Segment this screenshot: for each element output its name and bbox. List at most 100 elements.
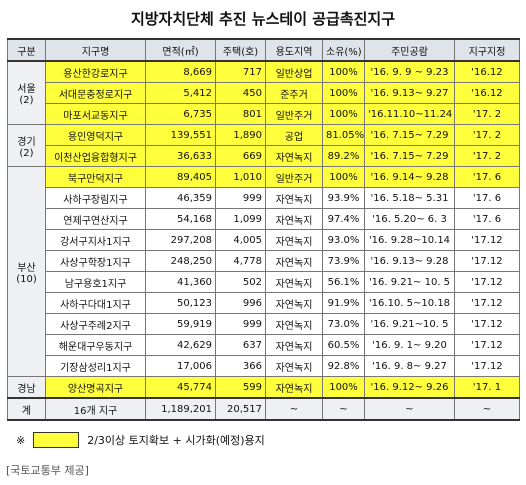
header-cell: 용도지역 [265,38,323,62]
table-cell: '16. 9.13~ 9.27 [364,82,455,104]
total-row: 계 16개 지구 1,189,201 20,517 ~ ~ ~ ~ [7,397,520,421]
table-cell: 사상구학장1지구 [45,250,146,272]
table-cell: 297,208 [145,229,216,251]
table-body: 서울 (2) 용산한강로지구 8,669 717 일반상업 100% '16. 9. 9 ~ … [7,60,520,421]
total-cell: ~ [265,397,323,421]
table-cell: 5,412 [145,82,216,104]
table-cell: 450 [215,82,266,104]
table-cell: 637 [215,334,266,356]
table-cell: '17.12 [454,271,520,293]
table-cell: 1,890 [215,124,266,146]
total-cell: 16개 지구 [45,397,146,421]
total-cell: ~ [322,397,365,421]
group-count: (2) [19,95,34,106]
table-cell: 준주거 [265,82,323,104]
table-row: 남구용호1지구 41,360 502 자연녹지 56.1% '16. 9.21~ 10. … [8,271,520,293]
group-count: (2) [19,147,34,159]
table-cell: 54,168 [145,208,216,230]
table-cell: '16.12 [454,82,520,104]
table-cell: '17.12 [454,334,520,356]
table-cell: '17. 6 [454,187,520,209]
table-row: 연제구연산지구 54,168 1,099 자연녹지 97.4% '16. 5.20~ 6.… [8,208,520,230]
table-cell: 42,629 [145,334,216,356]
table-cell: 669 [215,145,266,167]
table-cell: 717 [215,60,266,83]
table-cell: 일반주거 [265,166,323,188]
table-cell: 자연녹지 [265,334,323,356]
table-cell: 93.9% [322,187,365,209]
table-row: 경기 (2) 용인영덕지구 139,551 1,890 공업 81.05% '16. 7.15… [7,124,520,167]
table-cell: 100% [322,103,365,125]
highlight-swatch [33,432,80,448]
table-cell: 자연녹지 [265,271,323,293]
note-mark: ※ [16,433,26,447]
table-cell: 801 [215,103,266,125]
table-cell: 8,669 [145,60,216,83]
table-cell: 100% [322,166,365,188]
table-cell: 양산명곡지구 [45,376,146,399]
table-cell: 용산한강로지구 [45,60,146,83]
table-row: 이천산업융합형지구 36,633 669 자연녹지 89.2% '16. 7.15~ 7.… [8,145,520,167]
total-cell: ~ [454,397,520,421]
table-cell: 100% [322,376,365,399]
table-cell: 248,250 [145,250,216,272]
group-name: 부산 [17,262,36,274]
table-cell: 용인영덕지구 [45,124,146,146]
table-cell: 89.2% [322,145,365,167]
table-cell: 366 [215,355,266,377]
total-cell: 계 [7,397,46,421]
table-cell: 사하구다대1지구 [45,292,146,314]
table-cell: '17. 2 [454,103,520,125]
table-cell: 91.9% [322,292,365,314]
table-cell: '17.12 [454,250,520,272]
table-cell: 93.0% [322,229,365,251]
table-cell: 마포서교동지구 [45,103,146,125]
table-cell: 북구만덕지구 [45,166,146,188]
header-cell: 소유(%) [322,38,365,62]
table-cell: '16. 9.21~ 10. 5 [364,271,455,293]
table-cell: '16. 9.13~ 9.28 [364,250,455,272]
group-name: 경기 [17,136,36,148]
table-cell: 자연녹지 [265,376,323,399]
table-cell: 자연녹지 [265,355,323,377]
table-cell: '16. 9. 9 ~ 9.23 [364,60,455,83]
table-cell: 17,006 [145,355,216,377]
table-cell: 서대문충정로지구 [45,82,146,104]
table-cell: '17. 2 [454,124,520,146]
table-row: 강서구지사1지구 297,208 4,005 자연녹지 93.0% '16. 9.28~1… [8,229,520,251]
header-cell: 구분 [7,38,46,62]
table-cell: 36,633 [145,145,216,167]
header-cell: 지구명 [45,38,146,62]
table-cell: '17.12 [454,313,520,335]
table-cell: 4,005 [215,229,266,251]
table-cell: '16.12 [454,60,520,83]
table-cell: '16. 7.15~ 7.29 [364,145,455,167]
table-cell: '16. 9.28~10.14 [364,229,455,251]
table-cell: 100% [322,82,365,104]
table-cell: 45,774 [145,376,216,399]
table-cell: 남구용호1지구 [45,271,146,293]
table-cell: 999 [215,187,266,209]
table-cell: '16. 5.18~ 5.31 [364,187,455,209]
table-cell: 46,359 [145,187,216,209]
table-cell: '17. 6 [454,166,520,188]
table-cell: 사하구장림지구 [45,187,146,209]
table-head: 구분 지구명 면적(㎡) 주택(호) 용도지역 소유(%) 주민공람 지구지정 [7,38,520,62]
table-cell: 6,735 [145,103,216,125]
table-cell: 일반주거 [265,103,323,125]
table-cell: '17. 2 [454,145,520,167]
table-row: 부산 (10) 북구만덕지구 89,405 1,010 일반주거 100% '16. 9.14… [7,166,520,377]
table-cell: '16. 9. 8~ 9.27 [364,355,455,377]
table-cell: 60.5% [322,334,365,356]
header-cell: 주민공람 [364,38,455,62]
table-cell: 81.05% [322,124,365,146]
table-cell: '16. 9.12~ 9.26 [364,376,455,399]
table-cell: 자연녹지 [265,292,323,314]
table-cell: 해운대구우동지구 [45,334,146,356]
total-cell: 20,517 [215,397,266,421]
table-cell: 139,551 [145,124,216,146]
table-cell: '17.12 [454,229,520,251]
total-cell: 1,189,201 [145,397,216,421]
group-cell: 부산 (10) [7,166,46,377]
table-row: 경남 양산명곡지구 45,774 599 자연녹지 100% '16. 9.12~ 9.26… [7,376,520,399]
